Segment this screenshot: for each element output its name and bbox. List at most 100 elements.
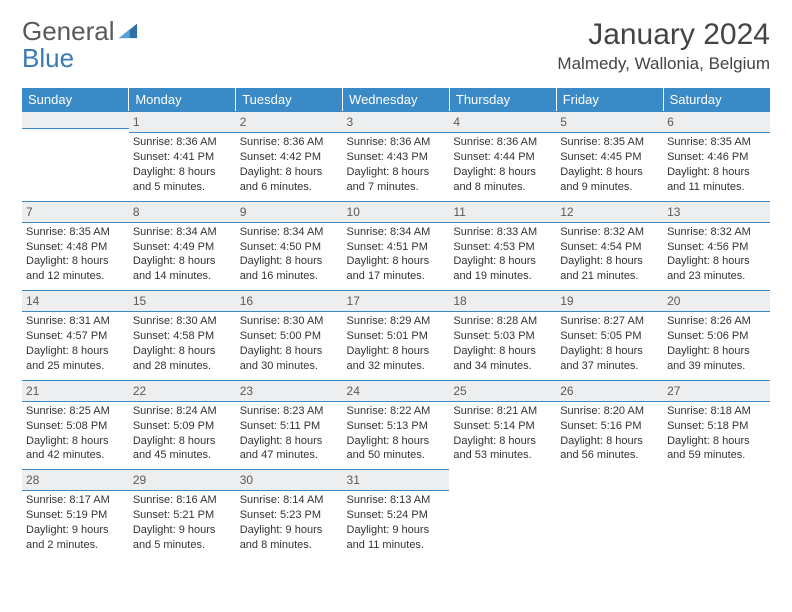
sunset-text: Sunset: 5:08 PM xyxy=(26,419,125,434)
day-number: 17 xyxy=(343,290,450,312)
sunset-text: Sunset: 4:56 PM xyxy=(667,240,766,255)
sunset-text: Sunset: 5:24 PM xyxy=(347,508,446,523)
day-cell: 2Sunrise: 8:36 AMSunset: 4:42 PMDaylight… xyxy=(236,111,343,201)
sunrise-text: Sunrise: 8:14 AM xyxy=(240,493,339,508)
sunrise-text: Sunrise: 8:34 AM xyxy=(133,225,232,240)
sunset-text: Sunset: 4:48 PM xyxy=(26,240,125,255)
day-cell: 10Sunrise: 8:34 AMSunset: 4:51 PMDayligh… xyxy=(343,201,450,291)
daylight-text: Daylight: 8 hours and 34 minutes. xyxy=(453,344,552,374)
dow-sunday: Sunday xyxy=(22,88,129,111)
sunset-text: Sunset: 4:46 PM xyxy=(667,150,766,165)
sunset-text: Sunset: 5:09 PM xyxy=(133,419,232,434)
day-cell: 4Sunrise: 8:36 AMSunset: 4:44 PMDaylight… xyxy=(449,111,556,201)
sunrise-text: Sunrise: 8:17 AM xyxy=(26,493,125,508)
sunset-text: Sunset: 5:00 PM xyxy=(240,329,339,344)
daylight-text: Daylight: 8 hours and 59 minutes. xyxy=(667,434,766,464)
week-row: 28 Sunrise: 8:17 AMSunset: 5:19 PM Dayligh… xyxy=(22,469,770,559)
sunrise-text: Sunrise: 8:36 AM xyxy=(133,135,232,150)
title-block: January 2024 Malmedy, Wallonia, Belgium xyxy=(557,18,770,74)
day-number: 31 xyxy=(343,469,450,491)
day-cell: 6Sunrise: 8:35 AMSunset: 4:46 PMDaylight… xyxy=(663,111,770,201)
sunset-text: Sunset: 4:41 PM xyxy=(133,150,232,165)
calendar-table: SundayMondayTuesdayWednesdayThursdayFrid… xyxy=(22,88,770,559)
sunrise-text: Sunrise: 8:25 AM xyxy=(26,404,125,419)
sunrise-text: Sunrise: 8:34 AM xyxy=(240,225,339,240)
day-number: 9 xyxy=(236,201,343,223)
sunset-text: Sunset: 4:53 PM xyxy=(453,240,552,255)
day-cell: 11Sunrise: 8:33 AMSunset: 4:53 PMDayligh… xyxy=(449,201,556,291)
day-cell: 30Sunrise: 8:14 AMSunset: 5:23 PMDayligh… xyxy=(236,469,343,559)
day-number: 2 xyxy=(236,111,343,133)
day-number: 13 xyxy=(663,201,770,223)
daylight-text: Daylight: 8 hours and 12 minutes. xyxy=(26,254,125,284)
sunset-text: Sunset: 4:45 PM xyxy=(560,150,659,165)
sunset-text: Sunset: 5:14 PM xyxy=(453,419,552,434)
day-number: 19 xyxy=(556,290,663,312)
day-cell: 23Sunrise: 8:23 AMSunset: 5:11 PMDayligh… xyxy=(236,380,343,470)
sunrise-text: Sunrise: 8:21 AM xyxy=(453,404,552,419)
day-cell: 27Sunrise: 8:18 AMSunset: 5:18 PMDayligh… xyxy=(663,380,770,470)
sunset-text: Sunset: 5:23 PM xyxy=(240,508,339,523)
week-row: 21 Sunrise: 8:25 AMSunset: 5:08 PM Dayligh… xyxy=(22,380,770,470)
sunrise-text: Sunrise: 8:27 AM xyxy=(560,314,659,329)
sunrise-text: Sunrise: 8:29 AM xyxy=(347,314,446,329)
daylight-text: Daylight: 8 hours and 9 minutes. xyxy=(560,165,659,195)
day-cell: 31Sunrise: 8:13 AMSunset: 5:24 PMDayligh… xyxy=(343,469,450,559)
week-row: 7Sunrise: 8:35 AMSunset: 4:48 PMDaylight… xyxy=(22,201,770,291)
week-row: 14Sunrise: 8:31 AMSunset: 4:57 PMDayligh… xyxy=(22,290,770,380)
sunset-text: Sunset: 4:49 PM xyxy=(133,240,232,255)
calendar-body: 1Sunrise: 8:36 AMSunset: 4:41 PMDaylight… xyxy=(22,111,770,559)
logo-sail-icon xyxy=(117,18,139,45)
sunrise-text: Sunrise: 8:16 AM xyxy=(133,493,232,508)
day-cell: 21Sunrise: 8:25 AMSunset: 5:08 PMDayligh… xyxy=(22,380,129,470)
sunset-text: Sunset: 4:50 PM xyxy=(240,240,339,255)
day-number: 5 xyxy=(556,111,663,133)
daylight-text: Daylight: 8 hours and 7 minutes. xyxy=(347,165,446,195)
sunrise-text: Sunrise: 8:33 AM xyxy=(453,225,552,240)
daylight-text: Daylight: 8 hours and 25 minutes. xyxy=(26,344,125,374)
daylight-text: Daylight: 8 hours and 5 minutes. xyxy=(133,165,232,195)
day-number: 28 xyxy=(22,469,129,491)
daylight-text: Daylight: 9 hours and 8 minutes. xyxy=(240,523,339,553)
sunset-text: Sunset: 5:19 PM xyxy=(26,508,125,523)
sunset-text: Sunset: 5:16 PM xyxy=(560,419,659,434)
sunrise-text: Sunrise: 8:18 AM xyxy=(667,404,766,419)
sunset-text: Sunset: 5:21 PM xyxy=(133,508,232,523)
sunrise-text: Sunrise: 8:35 AM xyxy=(26,225,125,240)
day-number: 8 xyxy=(129,201,236,223)
sunrise-text: Sunrise: 8:30 AM xyxy=(133,314,232,329)
dow-tuesday: Tuesday xyxy=(236,88,343,111)
daylight-text: Daylight: 8 hours and 30 minutes. xyxy=(240,344,339,374)
sunset-text: Sunset: 5:13 PM xyxy=(347,419,446,434)
day-cell: 26Sunrise: 8:20 AMSunset: 5:16 PMDayligh… xyxy=(556,380,663,470)
logo: GeneralBlue xyxy=(22,18,139,73)
sunrise-text: Sunrise: 8:20 AM xyxy=(560,404,659,419)
daylight-text: Daylight: 9 hours and 11 minutes. xyxy=(347,523,446,553)
day-number: 24 xyxy=(343,380,450,402)
day-cell: 29Sunrise: 8:16 AMSunset: 5:21 PMDayligh… xyxy=(129,469,236,559)
logo-text-blue: Blue xyxy=(22,45,139,72)
empty-day xyxy=(22,111,129,129)
logo-text-general: General xyxy=(22,18,115,45)
daylight-text: Daylight: 8 hours and 39 minutes. xyxy=(667,344,766,374)
sunrise-text: Sunrise: 8:22 AM xyxy=(347,404,446,419)
day-number: 7 xyxy=(22,201,129,223)
sunrise-text: Sunrise: 8:35 AM xyxy=(560,135,659,150)
day-cell: 7 Sunrise: 8:35 AMSunset: 4:48 PMDaylight… xyxy=(22,201,129,291)
sunrise-text: Sunrise: 8:24 AM xyxy=(133,404,232,419)
daylight-text: Daylight: 8 hours and 17 minutes. xyxy=(347,254,446,284)
day-number: 3 xyxy=(343,111,450,133)
dow-wednesday: Wednesday xyxy=(343,88,450,111)
sunset-text: Sunset: 4:57 PM xyxy=(26,329,125,344)
daylight-text: Daylight: 8 hours and 6 minutes. xyxy=(240,165,339,195)
daylight-text: Daylight: 8 hours and 50 minutes. xyxy=(347,434,446,464)
day-number: 10 xyxy=(343,201,450,223)
day-cell: 15Sunrise: 8:30 AMSunset: 4:58 PMDayligh… xyxy=(129,290,236,380)
daylight-text: Daylight: 8 hours and 8 minutes. xyxy=(453,165,552,195)
daylight-text: Daylight: 8 hours and 14 minutes. xyxy=(133,254,232,284)
sunrise-text: Sunrise: 8:32 AM xyxy=(667,225,766,240)
day-cell: 18Sunrise: 8:28 AMSunset: 5:03 PMDayligh… xyxy=(449,290,556,380)
day-cell xyxy=(449,469,556,559)
day-number: 21 xyxy=(22,380,129,402)
dow-saturday: Saturday xyxy=(663,88,770,111)
